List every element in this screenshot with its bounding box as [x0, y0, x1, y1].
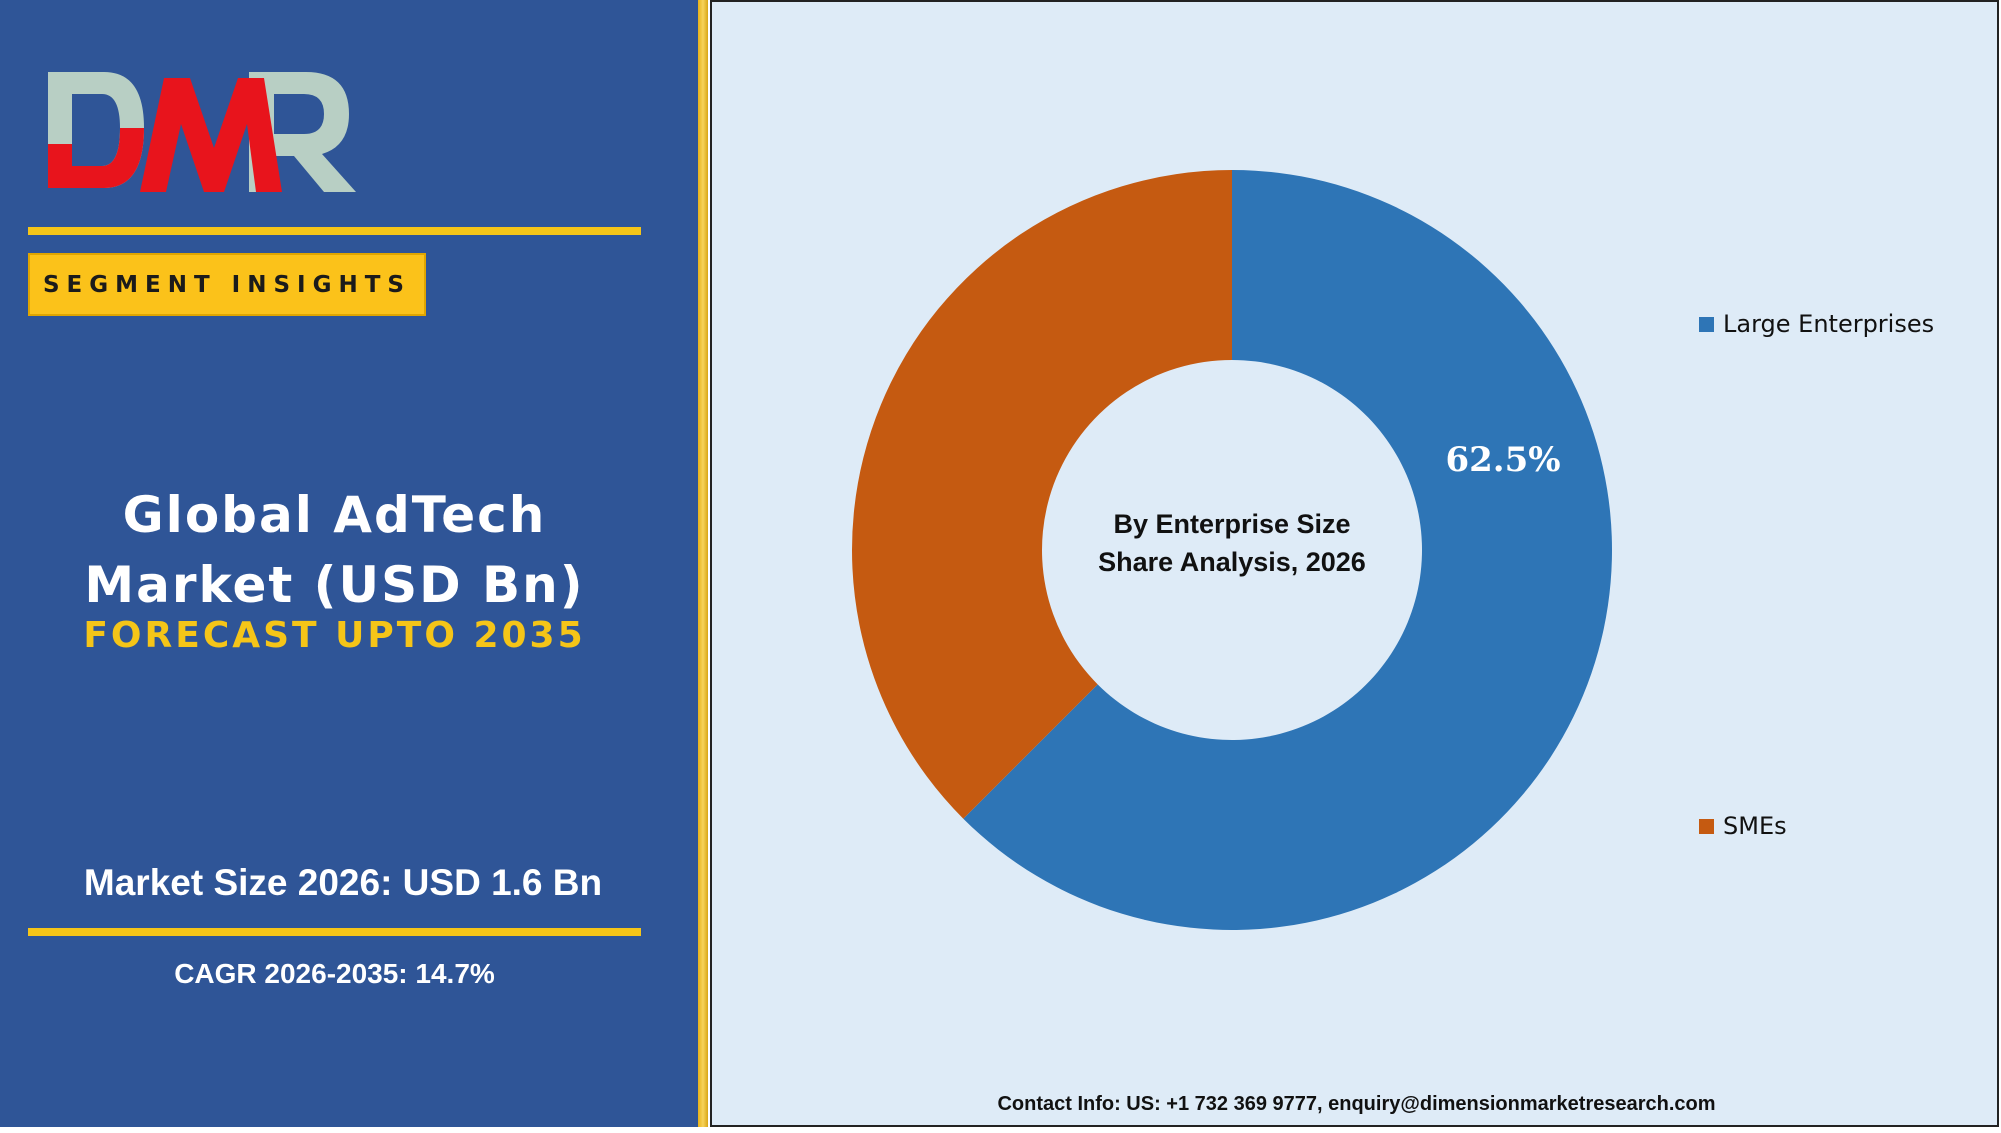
left-panel: SEGMENT INSIGHTS Global AdTech Market (U…	[0, 0, 698, 1127]
logo-r-grey	[249, 72, 356, 192]
center-label-line1: By Enterprise Size	[1113, 509, 1350, 539]
donut-slice-smes	[852, 170, 1232, 819]
title-line2: Market (USD Bn)	[84, 556, 585, 614]
legend-label-smes: SMEs	[1723, 812, 1787, 840]
legend-swatch-smes	[1699, 818, 1714, 834]
forecast-label: FORECAST UPTO 2035	[83, 615, 586, 656]
gold-divider-bottom	[28, 928, 641, 936]
legend-item-large-enterprises: Large Enterprises	[1699, 310, 1934, 338]
donut-slice-large-enterprises	[963, 170, 1612, 930]
data-label-large-enterprises: 62.5%	[1445, 440, 1560, 480]
legend-swatch-large-enterprises	[1699, 316, 1714, 332]
legend-item-smes: SMEs	[1699, 812, 1787, 840]
contact-info: Contact Info: US: +1 732 369 9777, enqui…	[997, 1093, 1716, 1115]
segment-insights-badge: SEGMENT INSIGHTS	[28, 253, 426, 316]
gold-separator-strip	[698, 0, 708, 1127]
legend-label-large-enterprises: Large Enterprises	[1723, 310, 1935, 338]
market-size-text: Market Size 2026: USD 1.6 Bn	[83, 862, 603, 903]
logo-d-red	[48, 128, 144, 188]
gold-divider-top	[28, 227, 641, 235]
title-line1: Global AdTech	[122, 486, 547, 544]
donut-chart: 62.5% By Enterprise Size Share Analysis, 2…	[852, 170, 1612, 930]
cagr-text: CAGR 2026-2035: 14.7%	[174, 958, 495, 989]
logo-m-red	[140, 78, 282, 192]
center-label-line2: Share Analysis, 2026	[1098, 547, 1366, 577]
chart-panel: 62.5% By Enterprise Size Share Analysis, 2…	[710, 0, 1999, 1127]
dmr-logo	[48, 72, 356, 192]
